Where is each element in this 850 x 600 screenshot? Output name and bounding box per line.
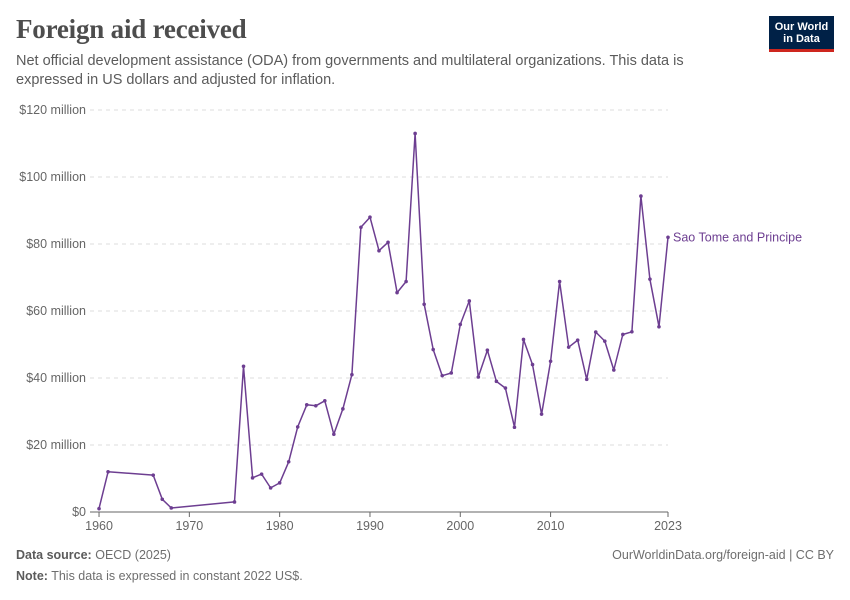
data-point: [503, 386, 508, 390]
line-chart: $0 $20 million $40 million $60 million $80 m…: [19, 103, 802, 533]
data-point: [268, 486, 273, 490]
y-axis-labels: $0 $20 million $40 million $60 million $80 m…: [19, 103, 86, 519]
data-point: [530, 362, 535, 367]
data-point: [232, 500, 237, 504]
data-point: [566, 345, 571, 349]
logo-line-1: Our World: [774, 21, 829, 33]
data-point: [169, 506, 174, 510]
chart-note: Note: This data is expressed in constant…: [16, 569, 303, 583]
note-label: Note:: [16, 569, 48, 583]
data-point: [106, 470, 110, 474]
data-point: [332, 432, 336, 437]
data-point: [431, 347, 435, 352]
data-point: [521, 337, 526, 342]
data-point: [304, 403, 309, 407]
x-tick-label: 2000: [446, 519, 474, 533]
data-point: [359, 225, 363, 230]
data-point: [404, 279, 408, 284]
data-point: [548, 359, 553, 364]
owid-logo[interactable]: Our World in Data: [769, 16, 834, 52]
data-point: [575, 338, 580, 342]
note-value: This data is expressed in constant 2022 …: [51, 569, 303, 583]
data-point: [151, 473, 156, 477]
data-point: [97, 506, 101, 511]
data-point: [295, 425, 300, 429]
x-tick-label: 1990: [356, 519, 384, 533]
data-point: [350, 372, 354, 377]
y-tick-label: $60 million: [26, 304, 86, 318]
data-point: [368, 215, 372, 219]
data-point: [277, 481, 282, 485]
data-point: [621, 332, 625, 337]
data-point: [512, 425, 517, 430]
data-point: [341, 407, 345, 411]
data-point: [485, 348, 490, 352]
data-point: [241, 364, 246, 369]
series-label: Sao Tome and Principe: [673, 230, 802, 244]
y-tick-label: $100 million: [19, 170, 86, 184]
data-point: [557, 279, 562, 284]
data-point: [377, 248, 381, 253]
data-point: [593, 330, 598, 334]
data-point: [494, 379, 499, 384]
gridlines: [90, 109, 668, 446]
data-point: [467, 299, 472, 303]
x-tick-label: 2023: [654, 519, 682, 533]
data-point: [612, 368, 616, 372]
chart-subtitle: Net official development assistance (ODA…: [16, 53, 684, 88]
series-line: [98, 132, 669, 509]
data-point: [286, 459, 291, 464]
data-point: [602, 339, 607, 343]
data-point: [657, 324, 661, 329]
data-point: [386, 240, 390, 245]
logo-line-2: in Data: [783, 33, 820, 45]
attribution-link[interactable]: OurWorldinData.org/foreign-aid | CC BY: [612, 548, 834, 562]
data-point: [630, 329, 634, 334]
data-point: [313, 404, 318, 408]
data-source: Data source: OECD (2025): [16, 548, 171, 562]
x-tick-label: 1960: [85, 519, 113, 533]
data-point: [666, 235, 670, 240]
data-point: [648, 277, 652, 281]
y-tick-label: $40 million: [26, 371, 86, 385]
source-label: Data source:: [16, 548, 92, 562]
x-tick-label: 1980: [266, 519, 294, 533]
x-tick-label: 1970: [175, 519, 203, 533]
data-point: [639, 194, 643, 198]
data-point: [250, 476, 255, 480]
data-point: [422, 302, 426, 307]
y-tick-label: $0: [72, 505, 86, 519]
data-point: [413, 131, 417, 136]
source-value[interactable]: OECD (2025): [95, 548, 171, 562]
x-axis: 1960 1970 1980 1990 2000 2010 2023: [85, 511, 682, 533]
series-layer: Sao Tome and Principe: [97, 131, 802, 511]
data-point: [539, 412, 544, 416]
y-tick-label: $80 million: [26, 237, 86, 251]
data-point: [458, 322, 463, 327]
data-point: [395, 290, 399, 295]
data-point: [259, 472, 264, 476]
data-point: [440, 373, 445, 378]
x-tick-label: 2010: [537, 519, 565, 533]
data-point: [323, 398, 327, 403]
y-tick-label: $20 million: [26, 438, 86, 452]
data-point: [449, 371, 454, 375]
data-point: [584, 377, 589, 382]
chart-title: Foreign aid received: [16, 14, 247, 44]
y-tick-label: $120 million: [19, 103, 86, 117]
data-point: [160, 497, 165, 502]
data-point: [476, 375, 481, 379]
